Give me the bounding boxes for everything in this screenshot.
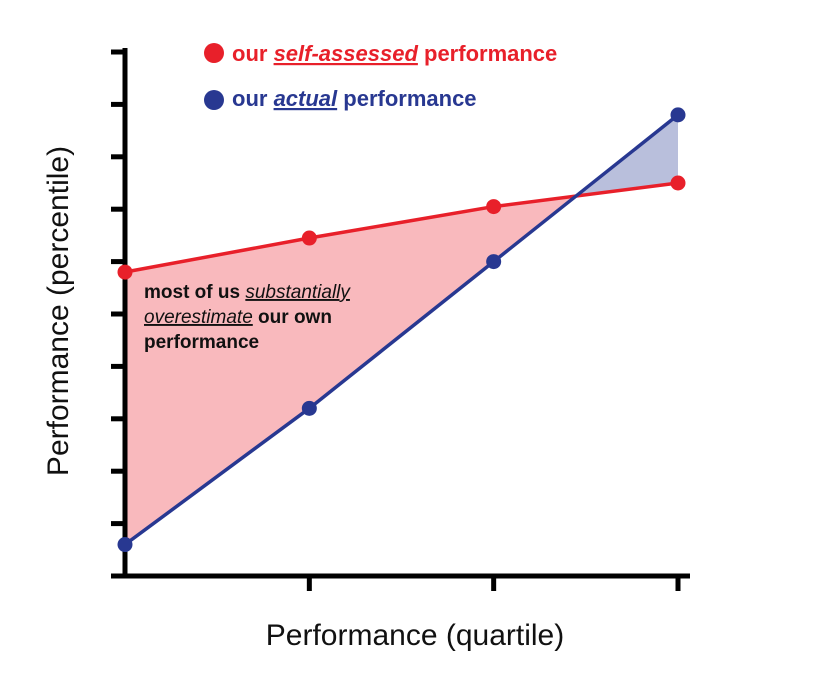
point-self-assessed-4 <box>670 175 686 191</box>
annotation: most of us substantially overestimate ou… <box>144 282 351 353</box>
overestimate-region <box>125 196 577 545</box>
legend-entry-actual: our actual performance <box>232 86 477 111</box>
point-actual-1 <box>117 537 133 553</box>
annotation-line-3: performance <box>144 332 259 353</box>
annotation-line-1: most of us substantially <box>144 282 351 303</box>
legend-entry-self-assessed: our self-assessed performance <box>232 41 557 66</box>
legend-prefix: our <box>232 41 274 66</box>
series-layer <box>117 107 686 553</box>
series-line-actual <box>123 113 680 546</box>
point-actual-2 <box>301 400 317 416</box>
y-axis-title: Performance (percentile) <box>42 146 75 476</box>
y-ticks <box>111 49 125 579</box>
legend-prefix: our <box>232 86 274 111</box>
legend-marker-actual <box>204 90 224 110</box>
legend: our self-assessed performance our actual… <box>204 41 557 111</box>
legend-emphasis: actual <box>274 86 338 111</box>
legend-emphasis: self-assessed <box>274 41 419 66</box>
legend-suffix: performance <box>418 41 557 66</box>
legend-marker-self-assessed <box>204 43 224 63</box>
annotation-line-2: overestimate our own <box>144 307 332 328</box>
point-self-assessed-2 <box>301 230 317 246</box>
x-axis-title: Performance (quartile) <box>266 619 564 652</box>
point-actual-3 <box>486 254 502 270</box>
series-line-self-assessed <box>124 181 679 274</box>
point-actual-4 <box>670 107 686 123</box>
point-self-assessed-1 <box>117 264 133 280</box>
legend-suffix: performance <box>337 86 476 111</box>
x-ticks <box>306 576 681 591</box>
point-self-assessed-3 <box>486 199 502 215</box>
